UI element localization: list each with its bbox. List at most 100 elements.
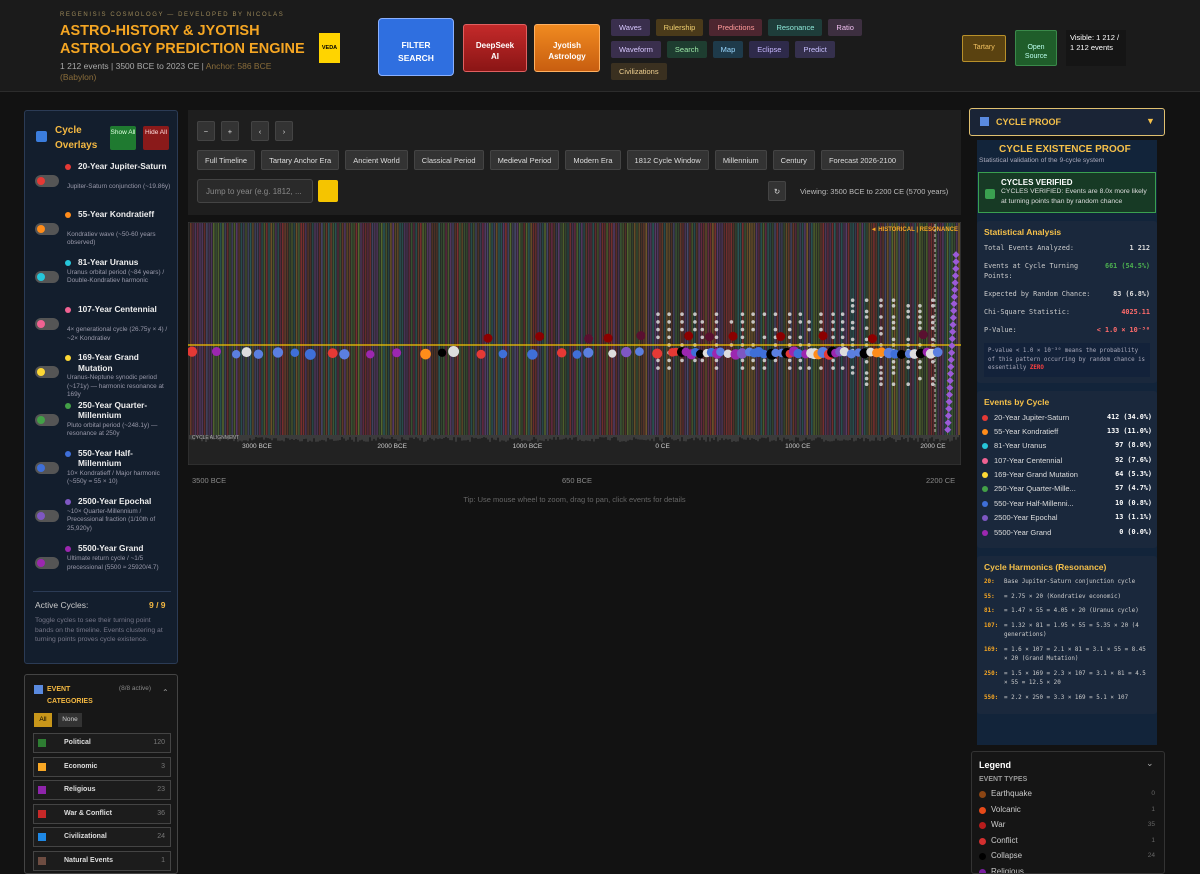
range-button[interactable]: 1812 Cycle Window <box>626 150 709 170</box>
next[interactable]: › <box>275 121 293 141</box>
category-name: War & Conflict <box>64 809 112 817</box>
stripe <box>583 223 585 435</box>
toggle[interactable] <box>35 509 59 522</box>
cycle-dot <box>65 546 71 553</box>
filter-button[interactable]: FILTER SEARCH <box>378 18 454 76</box>
zoom-in[interactable]: + <box>221 121 239 141</box>
tool-button[interactable]: Resonance <box>768 19 823 36</box>
category-item[interactable]: Economic 3 <box>33 756 171 777</box>
veda-button[interactable]: VEDA <box>319 33 340 63</box>
tool-button[interactable]: Eclipse <box>749 41 790 58</box>
tool-button[interactable]: Waveform <box>611 41 661 58</box>
event-dot <box>339 349 350 360</box>
range-button[interactable]: Forecast 2026-2100 <box>820 150 905 170</box>
range-button[interactable]: Medieval Period <box>489 150 560 170</box>
collapse-icon[interactable]: ⌄ <box>1146 758 1154 768</box>
category-item[interactable]: War & Conflict 36 <box>33 803 171 824</box>
stat-value: 661 (54.5%) <box>1104 262 1150 270</box>
zoom-out[interactable]: − <box>197 121 215 141</box>
deepseek-button[interactable]: DeepSeek AI <box>463 24 527 72</box>
range-button[interactable]: Classical Period <box>413 150 484 170</box>
proof-header[interactable]: CYCLE PROOF ▼ <box>969 108 1165 136</box>
cycle-item: 169-Year Grand Mutation Uranus-Neptune sy… <box>33 352 173 400</box>
legend-swatch <box>979 806 986 814</box>
event-dot <box>751 358 755 363</box>
tool-button[interactable]: Search <box>666 41 707 58</box>
event-dot <box>906 382 910 386</box>
show-all-button[interactable]: Show All <box>110 126 136 150</box>
stripe <box>479 223 482 435</box>
checkbox <box>38 833 46 841</box>
stripe <box>914 223 917 435</box>
stripe <box>767 223 769 435</box>
tool-button[interactable]: Predict <box>795 41 835 58</box>
stripe <box>535 223 537 435</box>
range-button[interactable]: Ancient World <box>345 150 408 170</box>
stripe <box>408 223 411 435</box>
toggle[interactable] <box>35 222 59 235</box>
epoch-marker <box>948 335 956 343</box>
jump-input[interactable]: Jump to year (e.g. 1812, ... <box>197 179 313 203</box>
category-item[interactable]: Civilizational 24 <box>33 827 171 847</box>
event-dot <box>762 358 767 363</box>
category-item[interactable]: Natural Events 1 <box>33 850 171 871</box>
toggle[interactable] <box>35 413 59 426</box>
range-button[interactable]: Century <box>772 150 815 170</box>
proof-header-text: CYCLE PROOF <box>996 117 1062 127</box>
stripe <box>300 223 302 435</box>
stripe <box>921 223 923 435</box>
toggle[interactable] <box>35 318 59 331</box>
stripe <box>721 223 723 435</box>
stripe <box>923 223 926 435</box>
stripe <box>624 223 627 435</box>
tartary-button[interactable]: Tartary <box>962 35 1006 62</box>
legend-swatch <box>979 868 986 873</box>
tool-button[interactable]: Ratio <box>828 19 862 36</box>
stripe <box>362 223 365 435</box>
stripe <box>845 223 848 435</box>
tool-button[interactable]: Predictions <box>709 19 763 36</box>
none-button[interactable]: None <box>58 713 82 727</box>
toggle[interactable] <box>35 270 59 283</box>
tool-button[interactable]: Waves <box>611 19 650 36</box>
event-dot <box>864 382 869 386</box>
category-item[interactable]: Political 120 <box>33 733 171 753</box>
prev[interactable]: ‹ <box>251 121 269 141</box>
stripe <box>684 223 687 435</box>
stripe <box>794 223 797 435</box>
category-item[interactable]: Religious 23 <box>33 780 171 800</box>
range-button[interactable]: Millennium <box>714 150 767 170</box>
jump-button[interactable] <box>318 180 338 202</box>
event-dot <box>680 358 684 363</box>
stripe <box>500 223 503 435</box>
stripe <box>884 223 887 435</box>
cycle-name: 81-Year Uranus <box>78 256 139 267</box>
checkbox <box>38 809 46 818</box>
tool-button[interactable]: Rulership <box>655 19 704 36</box>
hide-all-button[interactable]: Hide All <box>143 126 169 150</box>
reset-button[interactable]: ↻ <box>768 181 786 201</box>
open-source-button[interactable]: Open Source <box>1015 30 1057 66</box>
toggle[interactable] <box>35 461 59 474</box>
tool-button[interactable]: Civilizations <box>611 63 667 80</box>
range-button[interactable]: Tartary Anchor Era <box>261 150 340 170</box>
collapse-icon[interactable]: ⌃ <box>162 688 169 697</box>
jyotish-button[interactable]: Jyotish Astrology <box>534 24 600 72</box>
range-button[interactable]: Full Timeline <box>197 150 256 170</box>
stripe <box>882 223 884 435</box>
event-dot <box>906 360 910 364</box>
toggle[interactable] <box>35 557 59 570</box>
range-button[interactable]: Modern Era <box>565 150 621 170</box>
stripe <box>456 223 459 435</box>
all-button[interactable]: All <box>34 713 52 727</box>
stripe <box>252 223 254 435</box>
stripe <box>776 223 779 435</box>
toggle[interactable] <box>35 366 59 379</box>
stripe <box>482 223 484 435</box>
tool-button[interactable]: Map <box>712 41 744 58</box>
event-dot <box>891 315 896 319</box>
event-dot <box>891 360 896 364</box>
toggle[interactable] <box>35 175 59 187</box>
dot <box>982 500 988 507</box>
stripe <box>337 223 339 435</box>
